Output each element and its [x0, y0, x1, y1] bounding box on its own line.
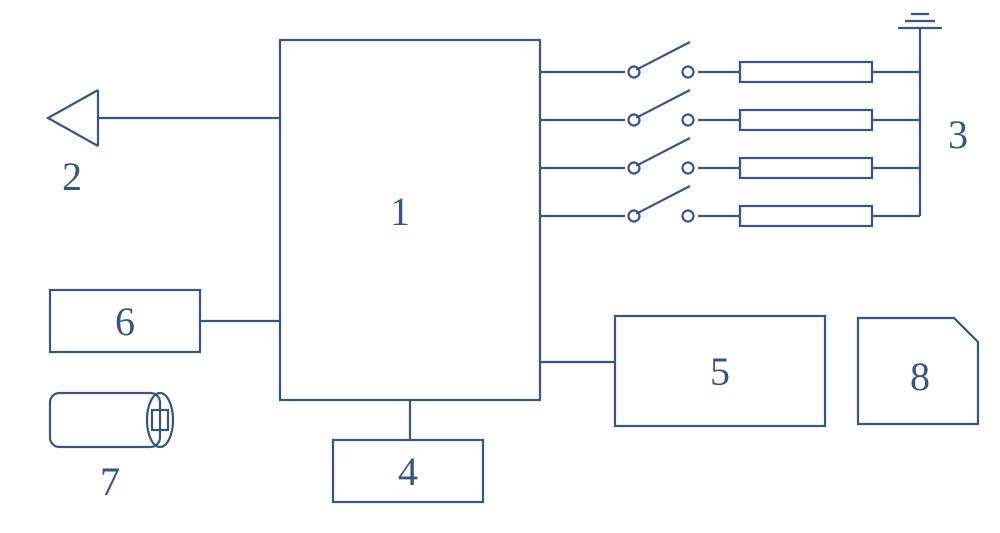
row1-resistor	[740, 110, 872, 130]
row1-sw-lever	[636, 90, 690, 118]
label-7: 7	[100, 459, 120, 504]
row3-resistor	[740, 206, 872, 226]
label-2: 2	[62, 154, 82, 199]
row2-resistor	[740, 158, 872, 178]
row0-sw-lever	[636, 42, 690, 70]
block-7-body	[50, 393, 160, 447]
label-4: 4	[398, 449, 418, 494]
label-8: 8	[910, 354, 930, 399]
row2-sw-term-right	[683, 163, 694, 174]
block-diagram: 1 2 3 4 5 6 7 8	[0, 0, 1000, 533]
row1-sw-term-right	[683, 115, 694, 126]
label-5: 5	[710, 349, 730, 394]
label-6: 6	[115, 299, 135, 344]
row3-sw-lever	[636, 186, 690, 214]
row0-sw-term-right	[683, 67, 694, 78]
row2-sw-lever	[636, 138, 690, 166]
block-1	[280, 40, 540, 400]
label-3: 3	[948, 112, 968, 157]
arrow-head	[48, 90, 98, 146]
row3-sw-term-right	[683, 211, 694, 222]
label-1: 1	[390, 189, 410, 234]
row0-resistor	[740, 62, 872, 82]
